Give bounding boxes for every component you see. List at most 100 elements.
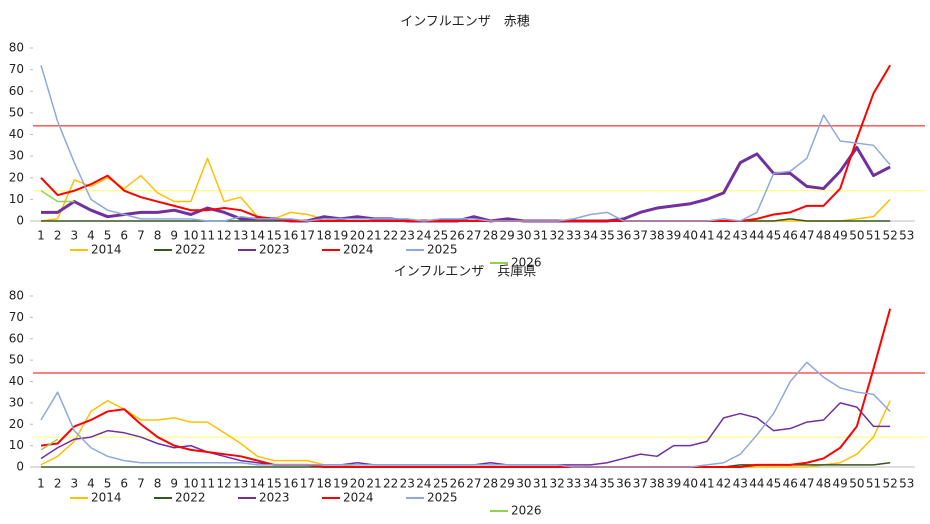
x-tick-label: 26: [450, 229, 465, 243]
y-tick-label: 10: [9, 438, 24, 452]
legend-label: 2023: [259, 243, 290, 257]
legend-label: 2014: [91, 243, 122, 257]
x-tick-label: 16: [283, 229, 298, 243]
y-tick-label: 50: [9, 105, 24, 119]
x-tick-label: 35: [599, 229, 614, 243]
x-tick-label: 21: [366, 477, 381, 491]
x-tick-label: 31: [533, 477, 548, 491]
series-line: [40, 438, 59, 451]
x-tick-label: 25: [433, 229, 448, 243]
x-tick-label: 2: [54, 477, 62, 491]
x-tick-label: 14: [250, 477, 265, 491]
x-tick-label: 42: [716, 477, 731, 491]
x-tick-label: 24: [416, 477, 431, 491]
x-tick-label: 19: [333, 229, 348, 243]
x-tick-label: 8: [154, 477, 162, 491]
x-tick-label: 34: [583, 477, 598, 491]
x-tick-label: 40: [683, 229, 698, 243]
x-tick-label: 46: [783, 229, 798, 243]
legend-label: 2014: [91, 491, 122, 505]
x-tick-label: 51: [866, 229, 881, 243]
x-tick-label: 18: [316, 477, 331, 491]
y-tick-label: 0: [16, 214, 24, 228]
series-line: [40, 399, 891, 468]
x-tick-label: 32: [550, 229, 565, 243]
x-tick-label: 36: [616, 477, 631, 491]
x-tick-label: 47: [799, 477, 814, 491]
x-tick-label: 33: [566, 477, 581, 491]
x-tick-label: 47: [799, 229, 814, 243]
x-tick-label: 33: [566, 229, 581, 243]
x-tick-label: 51: [866, 477, 881, 491]
x-tick-label: 40: [683, 477, 698, 491]
y-tick-label: 80: [9, 289, 24, 303]
x-tick-label: 30: [516, 477, 531, 491]
x-tick-label: 15: [266, 477, 281, 491]
y-tick-label: 80: [9, 41, 24, 55]
x-tick-label: 42: [716, 229, 731, 243]
legend-label: 2022: [175, 491, 206, 505]
series-line: [40, 190, 75, 203]
x-tick-label: 23: [400, 477, 415, 491]
x-tick-label: 43: [733, 229, 748, 243]
x-tick-label: 1: [37, 477, 45, 491]
x-tick-label: 17: [300, 477, 315, 491]
x-tick-label: 44: [749, 477, 764, 491]
y-tick-label: 40: [9, 127, 24, 141]
x-tick-label: 18: [316, 229, 331, 243]
x-tick-label: 16: [283, 477, 298, 491]
x-tick-label: 30: [516, 229, 531, 243]
x-tick-label: 13: [233, 477, 248, 491]
x-tick-label: 7: [137, 229, 145, 243]
x-tick-label: 4: [87, 229, 95, 243]
x-tick-label: 9: [170, 229, 178, 243]
x-tick-label: 28: [483, 477, 498, 491]
x-tick-label: 8: [154, 229, 162, 243]
x-tick-label: 27: [466, 229, 481, 243]
x-tick-label: 27: [466, 477, 481, 491]
x-tick-label: 37: [633, 477, 648, 491]
x-tick-label: 52: [883, 229, 898, 243]
x-tick-label: 13: [233, 229, 248, 243]
x-tick-label: 2: [54, 229, 62, 243]
x-tick-label: 31: [533, 229, 548, 243]
x-tick-label: 53: [899, 229, 914, 243]
legend-label: 2025: [427, 243, 458, 257]
y-tick-label: 60: [9, 84, 24, 98]
x-tick-label: 22: [383, 477, 398, 491]
series-line: [40, 402, 891, 466]
y-tick-label: 30: [9, 149, 24, 163]
x-tick-label: 29: [500, 477, 515, 491]
x-tick-label: 50: [849, 229, 864, 243]
y-tick-label: 10: [9, 192, 24, 206]
x-tick-label: 6: [120, 229, 128, 243]
x-tick-label: 24: [416, 229, 431, 243]
x-tick-label: 3: [70, 229, 78, 243]
x-tick-label: 12: [217, 229, 232, 243]
chart-title: インフルエンザ 兵庫県: [394, 265, 537, 280]
x-tick-label: 17: [300, 229, 315, 243]
x-tick-label: 20: [350, 229, 365, 243]
x-tick-label: 38: [649, 477, 664, 491]
x-tick-label: 41: [699, 477, 714, 491]
x-tick-label: 52: [883, 477, 898, 491]
legend-label: 2023: [259, 491, 290, 505]
x-tick-label: 32: [550, 477, 565, 491]
legend-label: 2026: [511, 256, 542, 270]
x-tick-label: 36: [616, 229, 631, 243]
chart-title: インフルエンザ 赤穂: [400, 15, 530, 30]
x-tick-label: 5: [104, 477, 112, 491]
x-tick-label: 15: [266, 229, 281, 243]
x-tick-label: 20: [350, 477, 365, 491]
x-tick-label: 26: [450, 477, 465, 491]
x-tick-label: 49: [833, 477, 848, 491]
x-tick-label: 45: [766, 477, 781, 491]
x-tick-label: 49: [833, 229, 848, 243]
x-tick-label: 12: [217, 477, 232, 491]
x-tick-label: 4: [87, 477, 95, 491]
legend-label: 2026: [511, 504, 542, 518]
x-tick-label: 46: [783, 477, 798, 491]
y-tick-label: 0: [16, 460, 24, 474]
x-tick-label: 53: [899, 477, 914, 491]
x-tick-label: 10: [183, 229, 198, 243]
